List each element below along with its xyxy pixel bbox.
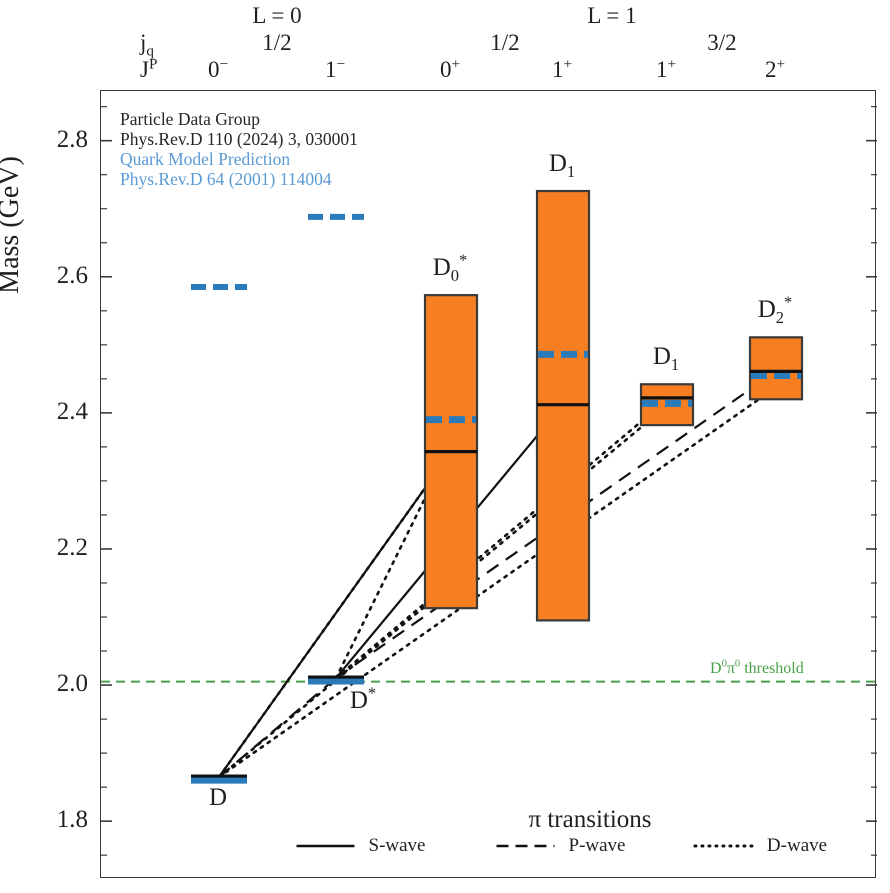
legend-item-d-wave: D-wave [693, 835, 827, 857]
y-tick-label-1: 2.0 [56, 670, 88, 698]
header-jq-group-1: 1/2 [490, 30, 520, 55]
legend-swatch-dotted [693, 844, 755, 848]
transition-d-wave-Dstar-to-D1narrow [334, 398, 669, 680]
y-axis-title: Mass (GeV) [0, 156, 25, 294]
citation-line-3: Phys.Rev.D 64 (2001) 114004 [120, 168, 332, 189]
state-label-D: D [208, 784, 228, 812]
state-label-D2star: D2* [757, 293, 793, 328]
transition-s-wave-D-to-D0star [218, 451, 452, 778]
citation-line-1: Phys.Rev.D 110 (2024) 3, 030001 [120, 128, 358, 149]
transition-p-wave-D-to-Dstar [218, 677, 337, 778]
header-JP-column-0: 0− [207, 55, 229, 82]
plot-area [101, 106, 877, 856]
legend-item-p-wave: P-wave [495, 835, 626, 857]
legend-item-s-wave: S-wave [295, 835, 426, 857]
plot-frame [100, 90, 877, 878]
header-JP-column-1: 1− [324, 55, 346, 82]
header-JP-column-5: 2+ [764, 55, 786, 82]
legend-label: S-wave [368, 835, 426, 856]
measured-band-D2star [748, 336, 804, 401]
header-L-group-1: L = 1 [587, 3, 637, 28]
legend-swatch-dashed [496, 844, 555, 848]
transition-d-wave-D-to-D2star [217, 386, 778, 779]
citation-line-2: Quark Model Prediction [120, 148, 291, 169]
legend-label: D-wave [766, 835, 828, 856]
row-label-jq: jq [140, 30, 154, 60]
y-tick-label-3: 2.4 [56, 397, 88, 425]
transition-p-wave-Dstar-to-D2star [335, 370, 777, 679]
legend-label: P-wave [568, 835, 626, 856]
legend-title: π transitions [528, 806, 652, 833]
threshold-label: D0π0 threshold [710, 658, 804, 677]
state-label-Dstar: D* [349, 683, 377, 715]
citation-line-0: Particle Data Group [120, 109, 260, 129]
header-JP-column-4: 1+ [655, 55, 677, 82]
legend-swatch-solid [296, 844, 355, 848]
header-JP-column-3: 1+ [551, 55, 573, 82]
state-label-D0star: D0* [432, 250, 468, 286]
header-JP-column-2: 0+ [439, 55, 461, 82]
state-label-D1narrow: D1 [652, 343, 680, 375]
header-jq-group-2: 3/2 [707, 30, 737, 55]
header-jq-group-0: 1/2 [262, 30, 292, 55]
row-label-JP: JP [140, 55, 158, 82]
header-L-group-0: L = 0 [252, 3, 302, 28]
y-tick-label-0: 1.8 [56, 806, 88, 834]
state-label-D1wide: D1 [548, 150, 576, 182]
citation-block: Particle Data Group Phys.Rev.D 110 (2024)… [120, 109, 358, 190]
y-tick-label-5: 2.8 [56, 125, 88, 153]
y-tick-label-4: 2.6 [56, 261, 88, 289]
y-tick-label-2: 2.2 [56, 533, 88, 561]
